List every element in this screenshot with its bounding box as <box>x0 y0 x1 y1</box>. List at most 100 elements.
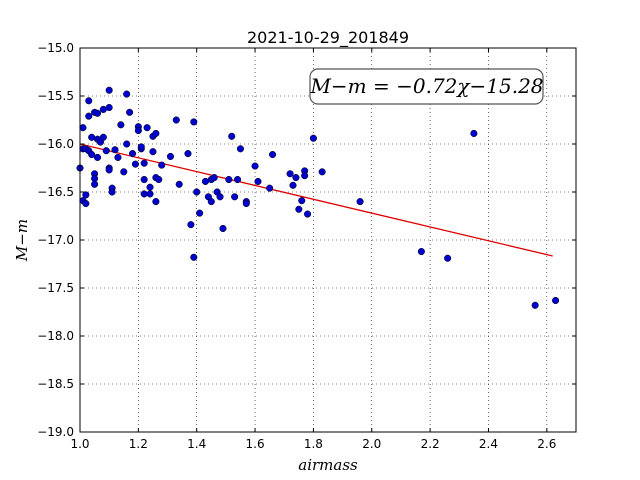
data-point <box>137 143 145 151</box>
data-point <box>254 177 262 185</box>
data-point <box>190 118 198 126</box>
data-point <box>108 188 116 196</box>
data-point <box>140 175 148 184</box>
data-point <box>88 151 96 159</box>
x-tick-label: 2.2 <box>421 437 440 451</box>
data-point <box>152 129 160 137</box>
data-point <box>105 86 113 94</box>
fit-equation-box: M−m = −0.72χ−15.28 <box>309 68 544 105</box>
data-point <box>552 296 560 305</box>
data-point <box>309 134 317 142</box>
data-point <box>251 162 259 170</box>
data-point <box>304 210 312 218</box>
chart-title: 2021-10-29_201849 <box>247 28 409 48</box>
x-axis-label: airmass <box>298 456 358 474</box>
data-point <box>117 121 125 129</box>
y-tick-label: −17.0 <box>37 233 74 247</box>
data-point <box>146 190 154 198</box>
data-point <box>128 150 137 158</box>
data-point <box>134 127 142 135</box>
data-points <box>76 86 560 309</box>
data-point <box>155 175 163 184</box>
x-tick-label: 1.8 <box>304 437 323 451</box>
data-point <box>193 188 201 196</box>
data-point <box>85 97 93 105</box>
data-point <box>289 181 297 189</box>
x-tick-label: 2.4 <box>479 437 498 451</box>
data-point <box>219 224 227 233</box>
data-point <box>301 172 309 180</box>
x-tick-label: 1.4 <box>187 437 206 451</box>
data-point <box>266 184 274 192</box>
fit-equation-label: M−m = −0.72χ−15.28 <box>309 74 543 98</box>
data-point <box>85 112 93 120</box>
data-point <box>93 109 102 117</box>
data-point <box>105 103 113 112</box>
data-point <box>120 168 128 176</box>
fit-line-layer <box>79 143 553 257</box>
data-point <box>166 152 174 161</box>
data-point <box>196 209 204 217</box>
data-point <box>187 221 195 229</box>
data-point <box>216 193 224 201</box>
x-tick-label: 1.0 <box>70 437 89 451</box>
data-point <box>417 247 425 256</box>
data-point <box>123 140 131 148</box>
data-point <box>269 151 277 159</box>
x-tick-label: 1.2 <box>129 437 148 451</box>
data-point <box>93 153 102 161</box>
y-tick-label: −18.0 <box>37 329 74 343</box>
data-point <box>228 132 236 140</box>
data-point <box>82 199 90 208</box>
y-tick-label: −16.5 <box>37 185 74 199</box>
data-point <box>286 170 294 178</box>
data-point <box>149 148 157 156</box>
data-point <box>298 197 306 205</box>
x-tick-label: 1.6 <box>246 437 265 451</box>
data-point <box>356 198 364 206</box>
data-point <box>444 254 452 262</box>
data-point <box>91 180 99 188</box>
y-axis-label: M−m <box>13 219 31 262</box>
y-tick-label: −15.5 <box>37 89 74 103</box>
data-point <box>140 159 148 167</box>
data-point <box>131 160 139 168</box>
data-point <box>470 129 478 137</box>
data-point <box>114 153 122 161</box>
data-point <box>82 191 90 199</box>
data-point <box>234 175 242 184</box>
data-point <box>175 180 183 188</box>
data-point <box>225 175 233 184</box>
y-tick-label: −15.0 <box>37 41 74 55</box>
data-point <box>190 253 198 261</box>
data-point <box>146 183 154 191</box>
data-point <box>236 145 245 153</box>
data-point <box>105 166 113 174</box>
data-point <box>292 174 300 182</box>
fit-line <box>79 143 553 257</box>
data-point <box>295 205 303 213</box>
y-tick-label: −19.0 <box>37 425 74 439</box>
data-point <box>210 174 218 182</box>
data-point <box>531 301 539 309</box>
data-point <box>126 108 134 116</box>
data-point <box>79 124 87 132</box>
axis-ticks: 1.0 1.2 1.4 1.6 1.8 2.0 2.2 2.4 2.6 −15.0 −15.5 −16… <box>37 41 576 451</box>
data-point <box>318 168 326 176</box>
data-point <box>111 146 119 154</box>
data-point <box>102 147 110 155</box>
data-point <box>231 193 239 201</box>
data-point <box>123 90 131 98</box>
data-point <box>172 116 180 124</box>
x-tick-label: 2.6 <box>537 437 556 451</box>
data-point <box>242 199 250 208</box>
data-point <box>184 150 192 158</box>
data-point <box>152 198 160 206</box>
x-tick-label: 2.0 <box>362 437 381 451</box>
data-point <box>207 198 215 206</box>
y-tick-label: −18.5 <box>37 377 74 391</box>
data-point <box>143 124 151 132</box>
y-tick-label: −16.0 <box>37 137 74 151</box>
y-tick-label: −17.5 <box>37 281 74 295</box>
